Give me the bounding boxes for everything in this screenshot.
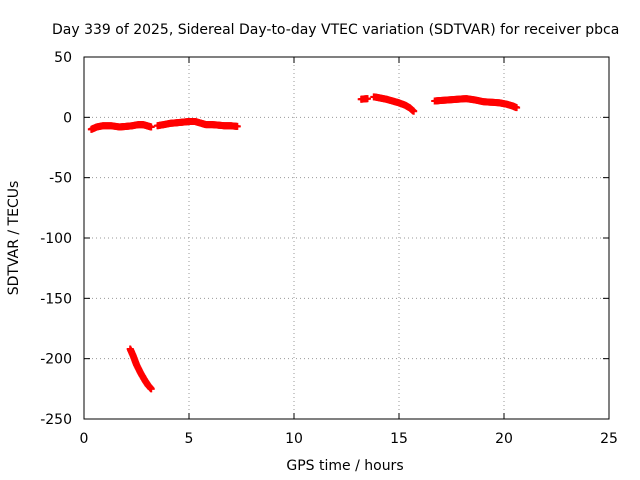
x-tick-label: 20 <box>495 431 513 447</box>
x-tick-label: 10 <box>285 431 303 447</box>
x-tick-label: 0 <box>80 431 89 447</box>
y-tick-label: 0 <box>63 110 72 126</box>
data-point <box>147 385 155 393</box>
axis-ticks <box>83 56 610 420</box>
grid <box>84 57 609 419</box>
y-tick-label: -250 <box>40 412 72 428</box>
y-tick-label: -50 <box>49 171 72 187</box>
data-point <box>410 107 418 115</box>
data-point <box>364 95 371 103</box>
y-tick-label: -100 <box>40 231 72 247</box>
data-point <box>147 123 155 131</box>
x-axis-label: GPS time / hours <box>286 458 403 474</box>
y-tick-label: 50 <box>54 50 72 66</box>
x-tick-label: 5 <box>185 431 194 447</box>
tick-labels: 0 5 10 15 20 25 -250 -200 -150 -100 -50 0 50 <box>40 50 618 447</box>
x-tick-label: 25 <box>600 431 618 447</box>
chart-title: Day 339 of 2025, Sidereal Day-to-day VTE… <box>52 22 619 38</box>
data-point <box>233 122 241 130</box>
y-tick-label: -200 <box>40 352 72 368</box>
y-axis-label: SDTVAR / TECUs <box>6 181 22 296</box>
data-point <box>513 104 521 112</box>
plot-frame <box>83 56 610 420</box>
x-tick-label: 15 <box>390 431 408 447</box>
data-points <box>87 93 521 393</box>
y-tick-label: -150 <box>40 291 72 307</box>
